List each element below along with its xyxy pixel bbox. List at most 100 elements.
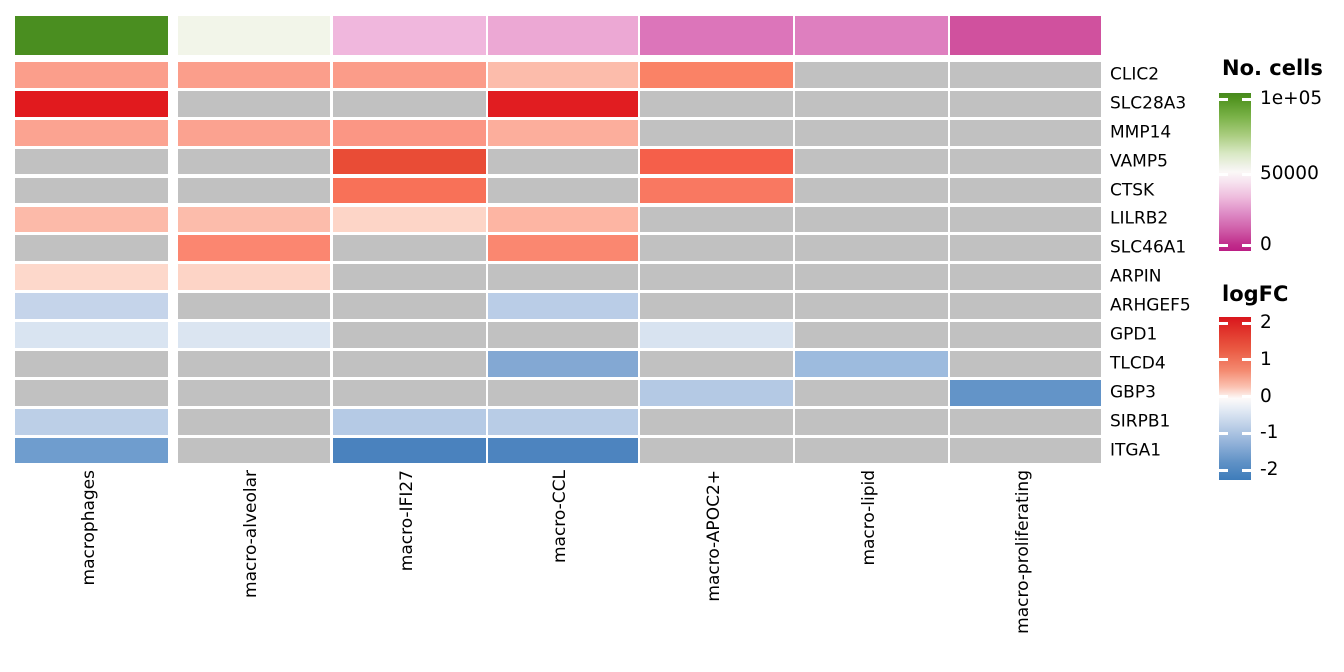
colorbar-tick	[1242, 468, 1251, 472]
heatmap-cell	[950, 437, 1101, 464]
heatmap-cell	[640, 206, 793, 233]
heatmap-cell	[640, 119, 793, 146]
heatmap-cell	[178, 119, 330, 146]
heatmap-cell	[15, 351, 168, 377]
heatmap-cell	[488, 62, 638, 88]
heatmap-cell	[950, 351, 1101, 377]
gene-label: TLCD4	[1110, 353, 1166, 374]
colorbar-tick-label: 0	[1260, 233, 1272, 255]
column-label: macro-proliferating	[1012, 470, 1033, 634]
heatmap-cell	[488, 351, 638, 377]
no-cells-legend-title: No. cells	[1222, 56, 1323, 80]
heatmap-cell	[178, 62, 330, 88]
heatmap-cell	[950, 293, 1101, 319]
colorbar-tick-label: 2	[1260, 311, 1272, 333]
heatmap-cell	[333, 90, 486, 117]
column-label: macrophages	[78, 470, 99, 586]
heatmap-cell	[640, 235, 793, 262]
heatmap-cell	[15, 206, 168, 233]
heatmap-cell	[178, 322, 330, 348]
heatmap-cell	[333, 264, 486, 291]
heatmap-cell	[640, 437, 793, 464]
heatmap-cell	[333, 322, 486, 348]
heatmap-cell	[488, 90, 638, 117]
heatmap-cell	[950, 90, 1101, 117]
heatmap-cell	[333, 235, 486, 262]
heatmap-cell	[950, 322, 1101, 348]
colorbar-tick	[1242, 321, 1251, 325]
gene-label: VAMP5	[1110, 151, 1168, 172]
heatmap-cell	[488, 408, 638, 435]
heatmap-cell	[950, 177, 1101, 204]
heatmap-cell	[795, 206, 948, 233]
heatmap-cell	[795, 293, 948, 319]
heatmap-cell	[488, 264, 638, 291]
heatmap-cell	[950, 119, 1101, 146]
heatmap-cell	[178, 90, 330, 117]
heatmap-cell	[950, 264, 1101, 291]
gene-label: SIRPB1	[1110, 411, 1171, 432]
heatmap-cell	[178, 148, 330, 175]
colorbar-tick-label: -1	[1260, 421, 1279, 443]
heatmap-cell	[950, 408, 1101, 435]
gene-label: LILRB2	[1110, 208, 1169, 229]
heatmap-cell	[333, 293, 486, 319]
colorbar-tick-label: -2	[1260, 458, 1279, 480]
heatmap-cell	[488, 437, 638, 464]
heatmap-cell	[333, 379, 486, 406]
heatmap-cell	[640, 90, 793, 117]
colorbar-tick-label: 1	[1260, 348, 1272, 370]
heatmap-cell	[950, 206, 1101, 233]
colorbar-tick	[1219, 395, 1228, 398]
heatmap-cell	[15, 235, 168, 262]
colorbar-tick	[1219, 358, 1228, 361]
heatmap-cell	[178, 408, 330, 435]
gene-label: MMP14	[1110, 122, 1172, 143]
heatmap-cell	[178, 264, 330, 291]
column-label: macro-CCL	[550, 470, 570, 564]
heatmap-cell	[178, 351, 330, 377]
heatmap-cell	[488, 293, 638, 319]
annotation-cell	[640, 16, 793, 55]
gene-label: ARPIN	[1110, 266, 1162, 287]
heatmap-cell	[15, 119, 168, 146]
column-label: macro-APOC2+	[703, 470, 724, 602]
heatmap-cell	[15, 408, 168, 435]
heatmap-cell	[488, 322, 638, 348]
heatmap-cell	[488, 206, 638, 233]
heatmap-cell	[333, 177, 486, 204]
heatmap-cell	[15, 148, 168, 175]
heatmap-cell	[333, 408, 486, 435]
no-cells-colorbar	[1219, 93, 1251, 251]
heatmap-cell	[640, 62, 793, 88]
colorbar-tick	[1242, 431, 1251, 435]
heatmap-cell	[333, 119, 486, 146]
heatmap-cell	[795, 90, 948, 117]
heatmap-cell	[178, 206, 330, 233]
colorbar-tick	[1242, 358, 1251, 361]
heatmap-cell	[178, 437, 330, 464]
heatmap-cell	[15, 90, 168, 117]
colorbar-tick	[1219, 321, 1228, 325]
gene-label: GPD1	[1110, 324, 1158, 345]
colorbar-tick	[1242, 172, 1251, 176]
heatmap-cell	[488, 119, 638, 146]
column-label: macro-lipid	[858, 470, 879, 566]
annotation-cell	[178, 16, 330, 55]
heatmap-cell	[795, 264, 948, 291]
gene-label: ARHGEF5	[1110, 295, 1191, 316]
heatmap-cell	[488, 379, 638, 406]
annotation-cell	[333, 16, 486, 55]
heatmap-cell	[15, 62, 168, 88]
colorbar-tick	[1219, 97, 1228, 101]
heatmap-cell	[178, 235, 330, 262]
colorbar-tick	[1219, 468, 1228, 472]
heatmap-cell	[795, 235, 948, 262]
gene-label: ITGA1	[1110, 440, 1162, 461]
heatmap-cell	[640, 148, 793, 175]
colorbar-tick	[1219, 172, 1228, 176]
heatmap-cell	[795, 322, 948, 348]
logfc-colorbar	[1219, 317, 1251, 480]
heatmap-cell	[795, 408, 948, 435]
heatmap-cell	[333, 437, 486, 464]
